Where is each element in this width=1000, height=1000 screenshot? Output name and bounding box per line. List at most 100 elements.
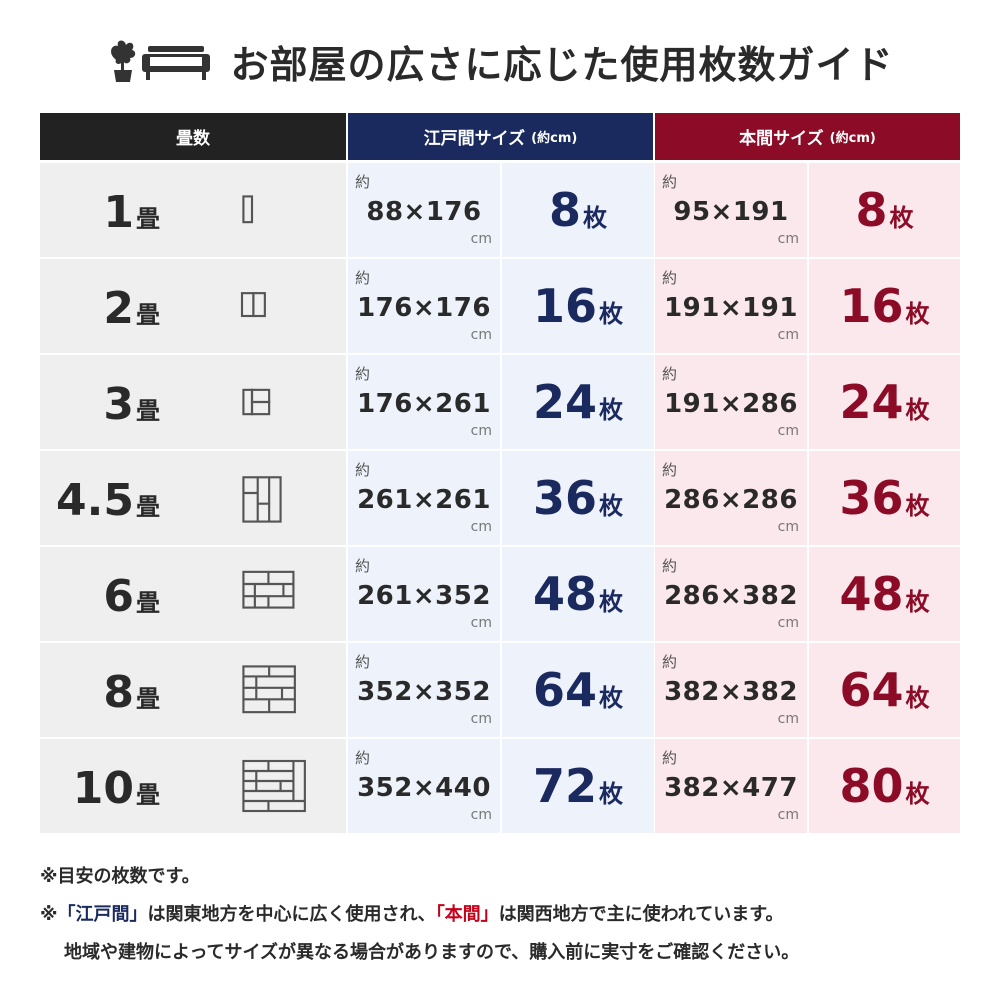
count-cell: 6 畳 [40, 547, 346, 641]
approx-label: 約 [662, 269, 678, 287]
edo-count-value: 64 [532, 663, 597, 717]
hon-count: 80枚 [809, 759, 960, 813]
tatami-layout-icon [242, 665, 296, 714]
edo-count-cell: 24枚 [502, 355, 654, 449]
hon-count-value: 16 [839, 279, 904, 333]
header-count-label: 畳数 [176, 129, 210, 149]
note-edo-text: は関東地方を中心に広く使用され、 [147, 904, 436, 925]
note-line-2: ※「江戸間」は関東地方を中心に広く使用され、「本間」は関西地方で主に使われていま… [40, 900, 960, 930]
hon-count: 24枚 [809, 375, 960, 429]
approx-label: 約 [662, 365, 678, 383]
tatami-layout-icon [242, 476, 282, 523]
note-hon-text: は関西地方で主に使われています。 [498, 904, 784, 925]
approx-label: 約 [355, 749, 371, 767]
count-cell: 1 畳 [40, 163, 346, 257]
hon-count-cell: 16枚 [809, 259, 960, 353]
edo-count: 24枚 [502, 375, 654, 429]
mai-suffix: 枚 [905, 684, 930, 712]
unit-label: cm [777, 615, 799, 631]
approx-label: 約 [355, 269, 371, 287]
count-cell: 3 畳 [40, 355, 346, 449]
hon-count-value: 8 [855, 183, 888, 237]
mai-suffix: 枚 [599, 780, 623, 808]
hon-size-value: 382×477 [664, 773, 798, 803]
edo-count-value: 16 [532, 279, 597, 333]
edo-count-cell: 64枚 [502, 643, 654, 737]
mai-suffix: 枚 [599, 684, 623, 712]
unit-label: cm [777, 807, 799, 823]
note-edo-term: 「江戸間」 [57, 904, 148, 925]
jou-suffix: 畳 [136, 205, 160, 233]
jou-suffix: 畳 [136, 589, 160, 617]
edo-size-value: 88×176 [366, 197, 482, 227]
jou-suffix: 畳 [136, 397, 160, 425]
jou-number: 8 [103, 667, 134, 718]
edo-size-cell: 約 176×176 cm [348, 259, 500, 353]
edo-count-cell: 36枚 [502, 451, 654, 545]
unit-label: cm [470, 327, 492, 343]
jou-label: 4.5 畳 [56, 475, 160, 526]
jou-number: 4.5 [56, 475, 134, 526]
edo-size-value: 352×352 [357, 677, 491, 707]
hon-count-cell: 36枚 [809, 451, 960, 545]
edo-count-value: 24 [532, 375, 597, 429]
approx-label: 約 [355, 557, 371, 575]
tatami-layout-icon [242, 195, 254, 224]
table-row: 10 畳 約 352×440 cm 72枚 約 382×477 cm [40, 739, 960, 833]
hon-size-cell: 約 382×477 cm [655, 739, 807, 833]
jou-number: 2 [103, 283, 134, 334]
edo-count: 8枚 [502, 183, 654, 237]
jou-suffix: 畳 [136, 781, 160, 809]
hon-count-cell: 24枚 [809, 355, 960, 449]
edo-size-cell: 約 88×176 cm [348, 163, 500, 257]
header-edo-label: 江戸間サイズ [423, 129, 526, 149]
edo-size-value: 352×440 [357, 773, 491, 803]
hon-count-cell: 8枚 [809, 163, 960, 257]
hon-count: 16枚 [809, 279, 960, 333]
note-hon-term: 「本間」 [435, 904, 499, 925]
edo-size-cell: 約 352×440 cm [348, 739, 500, 833]
hon-size-value: 191×286 [664, 389, 798, 419]
hon-size-cell: 約 286×286 cm [655, 451, 807, 545]
hon-count-cell: 80枚 [809, 739, 960, 833]
tatami-layout-icon [242, 759, 306, 813]
unit-label: cm [470, 423, 492, 439]
approx-label: 約 [662, 653, 678, 671]
hon-count: 36枚 [809, 471, 960, 525]
count-cell: 10 畳 [40, 739, 346, 833]
edo-size-cell: 約 176×261 cm [348, 355, 500, 449]
table-row: 2 畳 約 176×176 cm 16枚 約 191×191 cm [40, 259, 960, 353]
edo-count-value: 36 [532, 471, 597, 525]
edo-size-cell: 約 352×352 cm [348, 643, 500, 737]
approx-label: 約 [355, 365, 371, 383]
approx-label: 約 [355, 173, 371, 191]
approx-label: 約 [662, 749, 678, 767]
header-hon-label: 本間サイズ [739, 129, 824, 149]
hon-count: 8枚 [809, 183, 960, 237]
edo-size-cell: 約 261×352 cm [348, 547, 500, 641]
unit-label: cm [777, 711, 799, 727]
mai-suffix: 枚 [599, 492, 623, 520]
mai-suffix: 枚 [599, 588, 623, 616]
mai-suffix: 枚 [905, 492, 930, 520]
hon-count: 64枚 [809, 663, 960, 717]
edo-size-value: 176×261 [357, 389, 491, 419]
jou-number: 1 [103, 187, 134, 238]
header-hon-sub: (約cm) [829, 131, 876, 146]
edo-count-value: 48 [532, 567, 597, 621]
edo-count-value: 8 [548, 183, 581, 237]
jou-label: 6 畳 [103, 571, 160, 622]
title-row: お部屋の広さに応じた使用枚数ガイド [0, 30, 1000, 92]
note-line-3: 地域や建物によってサイズが異なる場合がありますので、購入前に実寸をご確認ください… [64, 942, 800, 963]
count-cell: 2 畳 [40, 259, 346, 353]
hon-count-value: 80 [839, 759, 904, 813]
mai-suffix: 枚 [905, 588, 930, 616]
hon-size-value: 95×191 [673, 197, 789, 227]
hon-size-cell: 約 286×382 cm [655, 547, 807, 641]
hon-size-cell: 約 382×382 cm [655, 643, 807, 737]
approx-label: 約 [662, 173, 678, 191]
edo-count: 36枚 [502, 471, 654, 525]
mai-suffix: 枚 [599, 300, 623, 328]
hon-size-value: 382×382 [664, 677, 798, 707]
mai-suffix: 枚 [905, 396, 930, 424]
